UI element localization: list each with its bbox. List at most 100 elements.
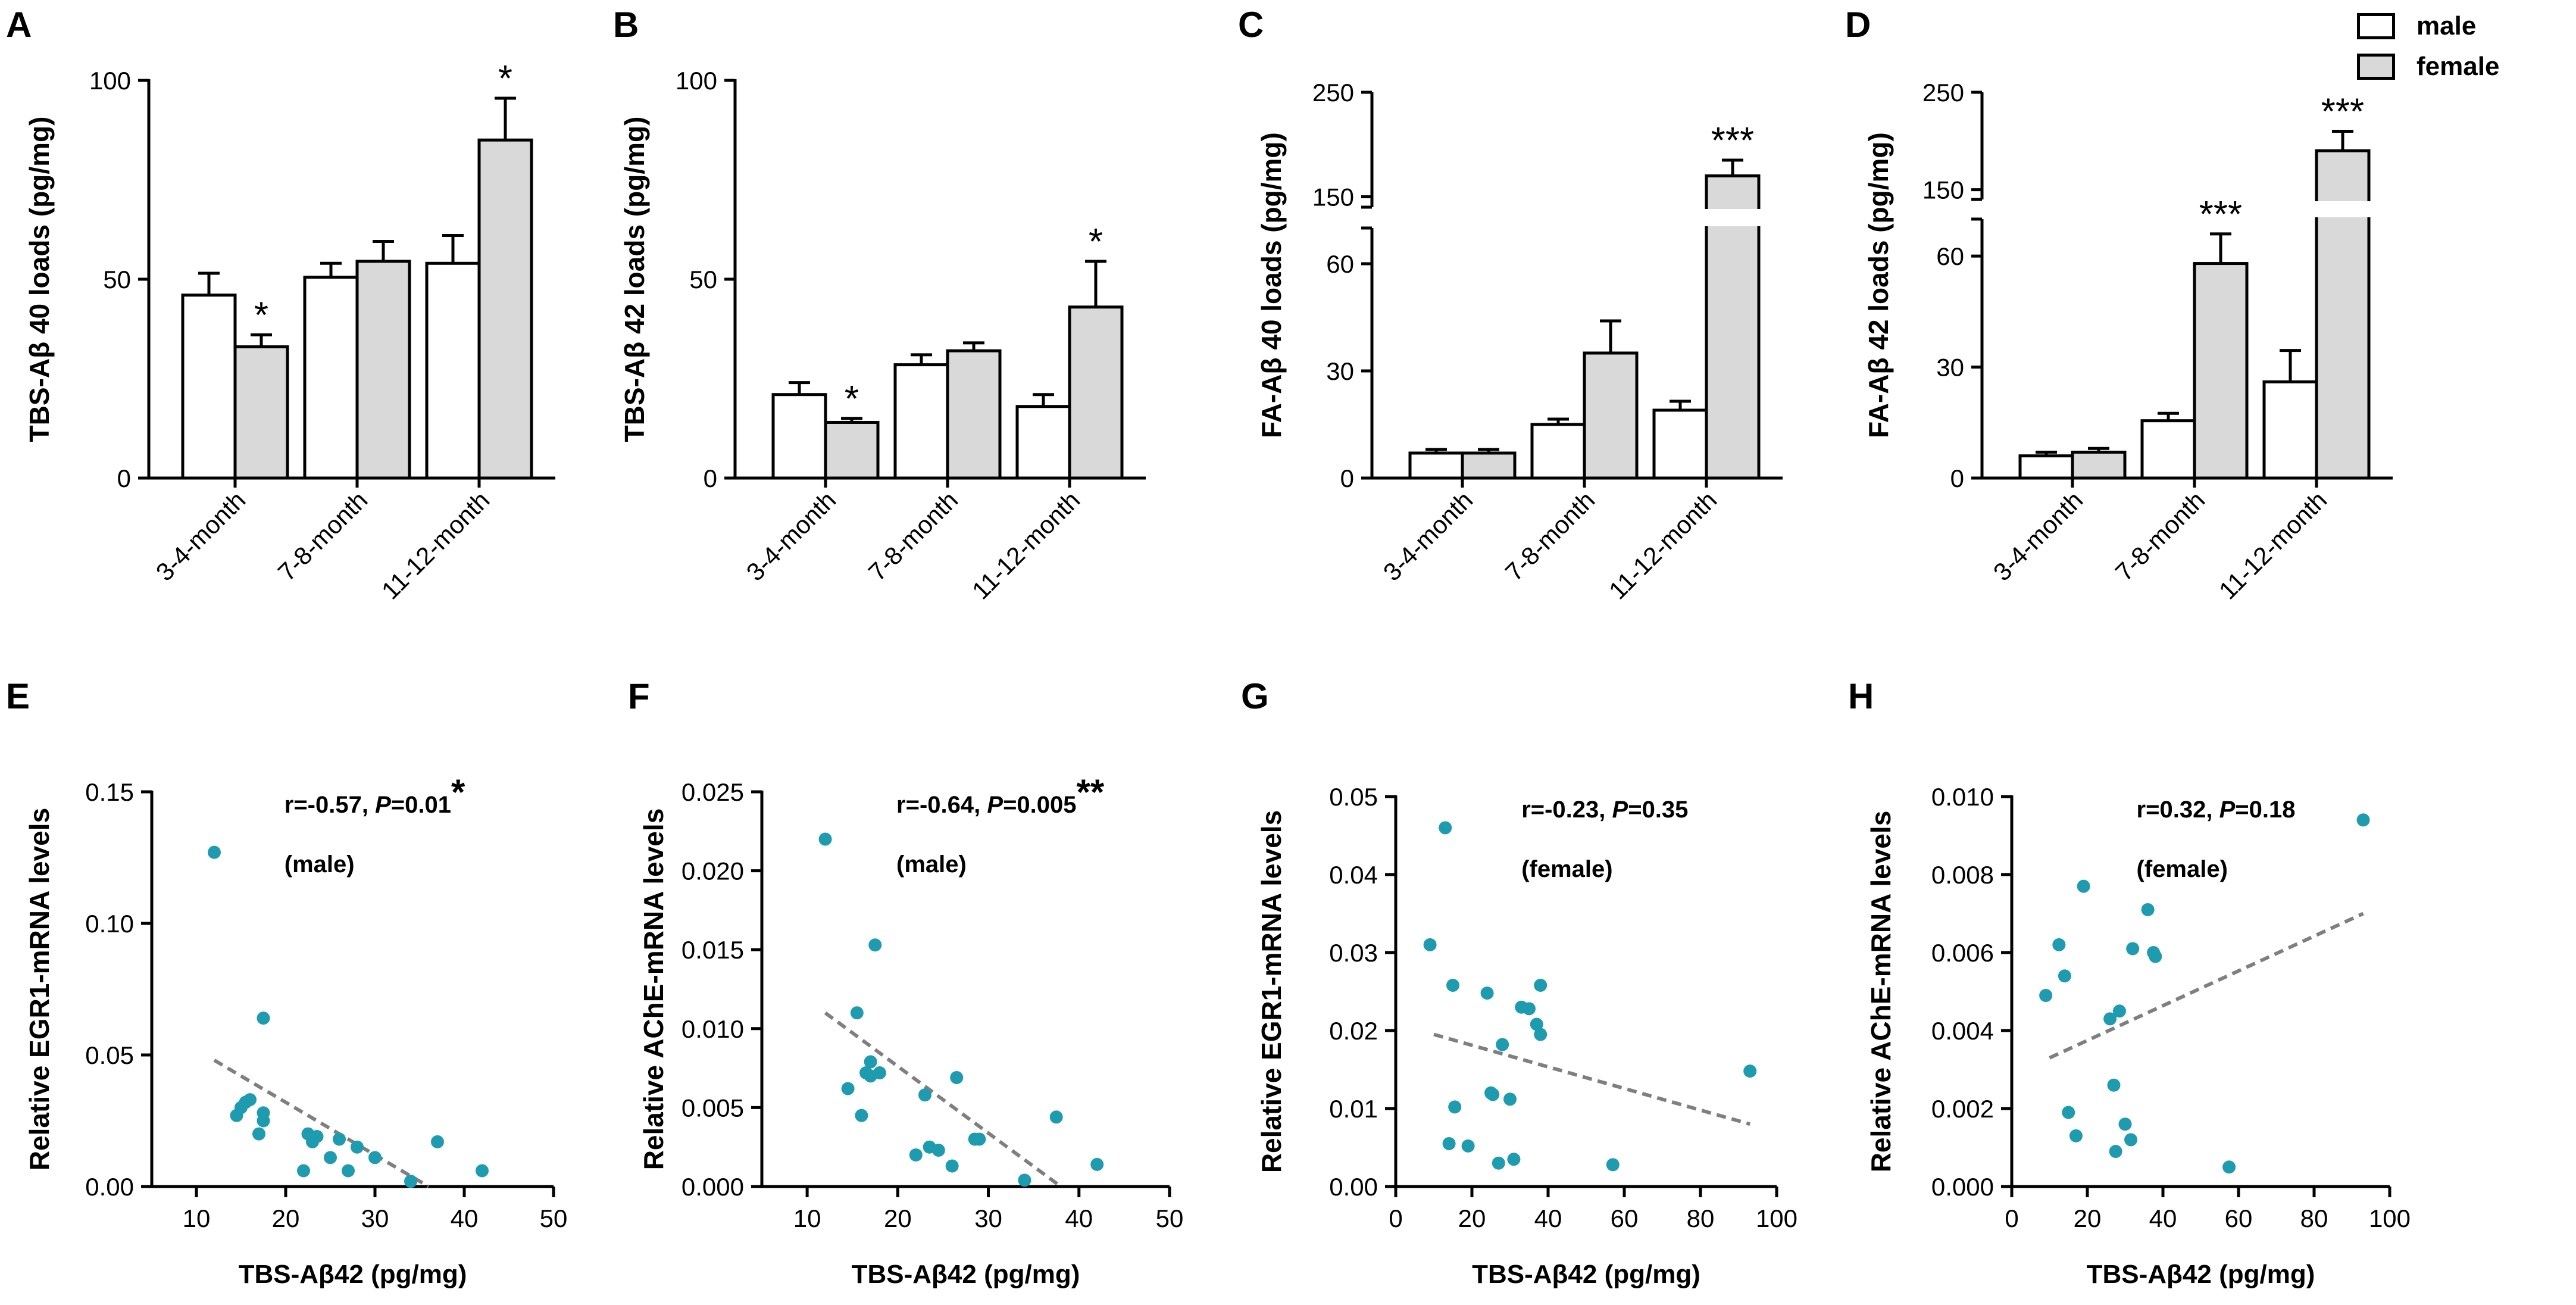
significance-mark-F: ** — [1077, 772, 1105, 812]
y-axis-title-A: TBS-Aβ 40 loads (pg/mg) — [24, 117, 55, 442]
correlation-stat-E: r=-0.57, P=0.01* — [285, 772, 465, 818]
regression-line-F — [824, 1011, 1062, 1188]
data-point-F-1 — [841, 1082, 855, 1095]
y-tick-label-C-150: 150 — [1312, 183, 1354, 211]
data-point-H-2 — [2058, 969, 2071, 983]
x-tick-label-A-1: 7-8-month — [273, 486, 373, 586]
x-tick-label-H-5: 100 — [2369, 1204, 2411, 1232]
data-point-G-11 — [1503, 1092, 1517, 1106]
data-point-F-13 — [945, 1159, 959, 1173]
significance-mark-A-2: * — [498, 58, 512, 99]
bar-A-male-1 — [303, 276, 359, 480]
x-tick-label-G-1: 20 — [1458, 1204, 1486, 1232]
x-tick-label-A-0: 3-4-month — [151, 486, 251, 586]
legend-item-male: male — [2357, 8, 2476, 44]
regression-line-G — [1433, 1032, 1751, 1126]
y-tick-label-H-4: 0.008 — [1931, 861, 1994, 889]
group-label-F: (male) — [896, 851, 967, 878]
scatter-panel-F: F Relative AChE-mRNA levels TBS-Aβ42 (pg/m… — [628, 676, 1183, 1289]
data-point-F-6 — [864, 1055, 877, 1069]
bar-chart-panel-C: C FA-Aβ 40 loads (pg/mg) 0 30 60 150 250 3-4-mo… — [1238, 5, 1783, 605]
y-tick-label-F-5: 0.025 — [681, 778, 744, 806]
legend-item-female: female — [2357, 49, 2499, 85]
y-tick-label-G-1: 0.01 — [1329, 1095, 1378, 1123]
x-tick-label-E-4: 50 — [540, 1204, 568, 1232]
x-tick-label-A-2: 11-12-month — [376, 486, 495, 604]
x-tick-label-E-3: 40 — [451, 1204, 479, 1232]
y-tick-label-C-60: 60 — [1326, 250, 1354, 278]
y-tick-label-A-100: 100 — [89, 67, 131, 95]
bar-chart-panel-B: B TBS-Aβ 42 loads (pg/mg) 0 50 100 3-4-month *… — [613, 5, 1146, 605]
data-point-E-9 — [297, 1164, 310, 1178]
data-point-G-4 — [1448, 1100, 1462, 1114]
regression-line-H — [2049, 911, 2364, 1060]
significance-mark-E: * — [451, 772, 465, 812]
legend-label-male: male — [2416, 11, 2477, 40]
x-tick-label-B-2: 11-12-month — [967, 486, 1085, 604]
x-tick-label-C-1: 7-8-month — [1500, 486, 1600, 586]
y-tick-label-H-0: 0.000 — [1931, 1173, 1994, 1201]
data-point-E-17 — [368, 1151, 382, 1164]
bar-break-gap-D-female-2 — [2315, 201, 2371, 217]
x-tick-label-D-1: 7-8-month — [2110, 486, 2211, 586]
bar-C-male-1 — [1530, 423, 1586, 480]
bar-B-male-0 — [771, 393, 827, 480]
y-axis-title-B: TBS-Aβ 42 loads (pg/mg) — [619, 117, 650, 442]
y-tick-label-G-0: 0.00 — [1329, 1173, 1378, 1201]
x-tick-label-C-0: 3-4-month — [1378, 486, 1478, 586]
data-point-G-8 — [1486, 1088, 1500, 1101]
y-tick-label-F-3: 0.015 — [681, 936, 744, 964]
x-tick-label-G-2: 40 — [1534, 1204, 1562, 1232]
regression-line-E — [213, 1059, 430, 1188]
y-axis-title-D: FA-Aβ 42 loads (pg/mg) — [1863, 132, 1894, 438]
bar-C-female-0 — [1461, 451, 1517, 480]
x-axis-title-F: TBS-Aβ42 (pg/mg) — [852, 1260, 1080, 1289]
correlation-stat-F: r=-0.64, P=0.005** — [896, 772, 1105, 818]
y-tick-label-D-60: 60 — [1936, 242, 1964, 270]
legend-swatch-female — [2357, 54, 2395, 80]
y-tick-label-H-1: 0.002 — [1931, 1095, 1994, 1123]
data-point-H-13 — [2141, 903, 2155, 916]
panel-label-D: D — [1845, 5, 1871, 45]
y-tick-label-F-2: 0.010 — [681, 1015, 744, 1043]
data-point-G-9 — [1492, 1156, 1505, 1170]
data-point-G-18 — [1606, 1158, 1620, 1172]
data-point-G-12 — [1507, 1153, 1521, 1166]
correlation-stat-H: r=0.32, P=0.18 — [2137, 797, 2296, 823]
data-point-F-3 — [855, 1109, 868, 1122]
x-tick-label-H-0: 0 — [2005, 1204, 2018, 1232]
x-tick-label-D-2: 11-12-month — [2214, 486, 2332, 604]
group-label-E: (male) — [285, 851, 355, 878]
data-point-E-13 — [324, 1151, 337, 1164]
x-tick-label-H-1: 20 — [2074, 1204, 2102, 1232]
data-point-H-8 — [2109, 1145, 2122, 1159]
data-point-H-7 — [2107, 1078, 2121, 1092]
x-tick-label-D-0: 3-4-month — [1988, 486, 2089, 586]
data-point-E-12 — [310, 1130, 324, 1144]
data-point-H-1 — [2052, 938, 2066, 951]
y-tick-label-E-3: 0.15 — [85, 778, 134, 806]
y-tick-label-D-250: 250 — [1922, 79, 1964, 107]
legend-label-female: female — [2416, 52, 2500, 81]
y-tick-label-D-0: 0 — [1950, 464, 1964, 492]
panel-label-E: E — [6, 676, 30, 716]
data-point-E-5 — [252, 1127, 265, 1141]
x-tick-label-F-3: 40 — [1065, 1204, 1093, 1232]
data-point-F-0 — [818, 832, 832, 846]
scatter-panel-G: G Relative EGR1-mRNA levels TBS-Aβ42 (pg/m… — [1241, 676, 1797, 1289]
data-point-F-10 — [918, 1088, 931, 1102]
bar-B-female-0 — [824, 420, 880, 480]
panel-label-G: G — [1241, 676, 1269, 716]
legend-swatch-male — [2357, 13, 2395, 39]
significance-mark-A-0: * — [254, 295, 268, 336]
data-point-H-6 — [2103, 1012, 2117, 1026]
data-point-H-11 — [2124, 1133, 2138, 1147]
y-axis-title-H: Relative AChE-mRNA levels — [1865, 811, 1896, 1173]
bar-D-female-1 — [2193, 262, 2249, 480]
bar-chart-panel-D: D FA-Aβ 42 loads (pg/mg) 0 30 60 150 250 3-4-mo… — [1845, 5, 2393, 605]
x-tick-label-H-3: 60 — [2225, 1204, 2253, 1232]
y-tick-label-G-5: 0.05 — [1329, 783, 1378, 811]
x-tick-label-C-2: 11-12-month — [1603, 486, 1722, 604]
data-point-F-16 — [973, 1132, 986, 1146]
